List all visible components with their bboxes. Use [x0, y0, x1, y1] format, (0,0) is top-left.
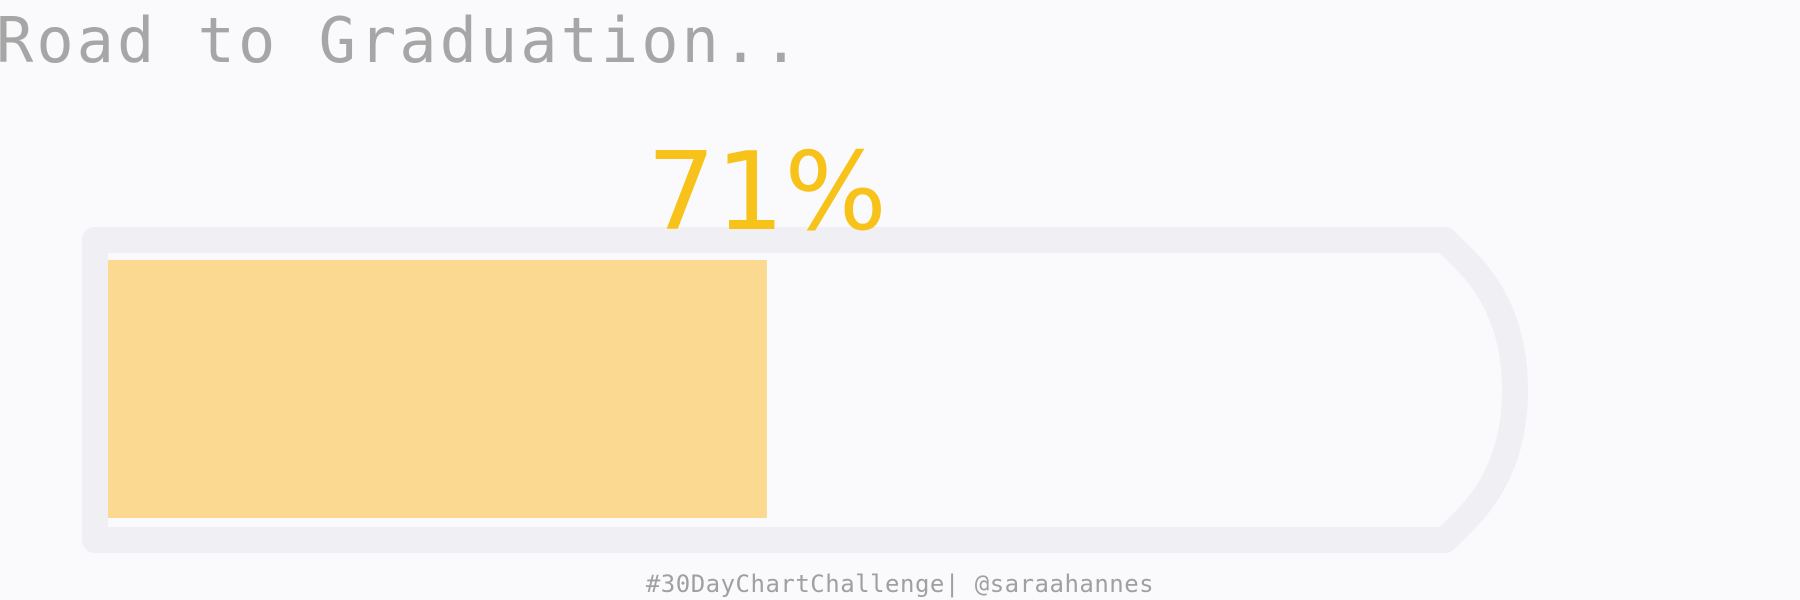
battery-outline — [82, 227, 1528, 553]
chart-title: Road to Graduation.. — [0, 4, 803, 77]
credit-caption: #30DayChartChallenge| @saraahannes — [645, 570, 1155, 598]
progress-percent-label: 71% — [647, 130, 887, 255]
progress-bar-fill — [108, 260, 767, 518]
